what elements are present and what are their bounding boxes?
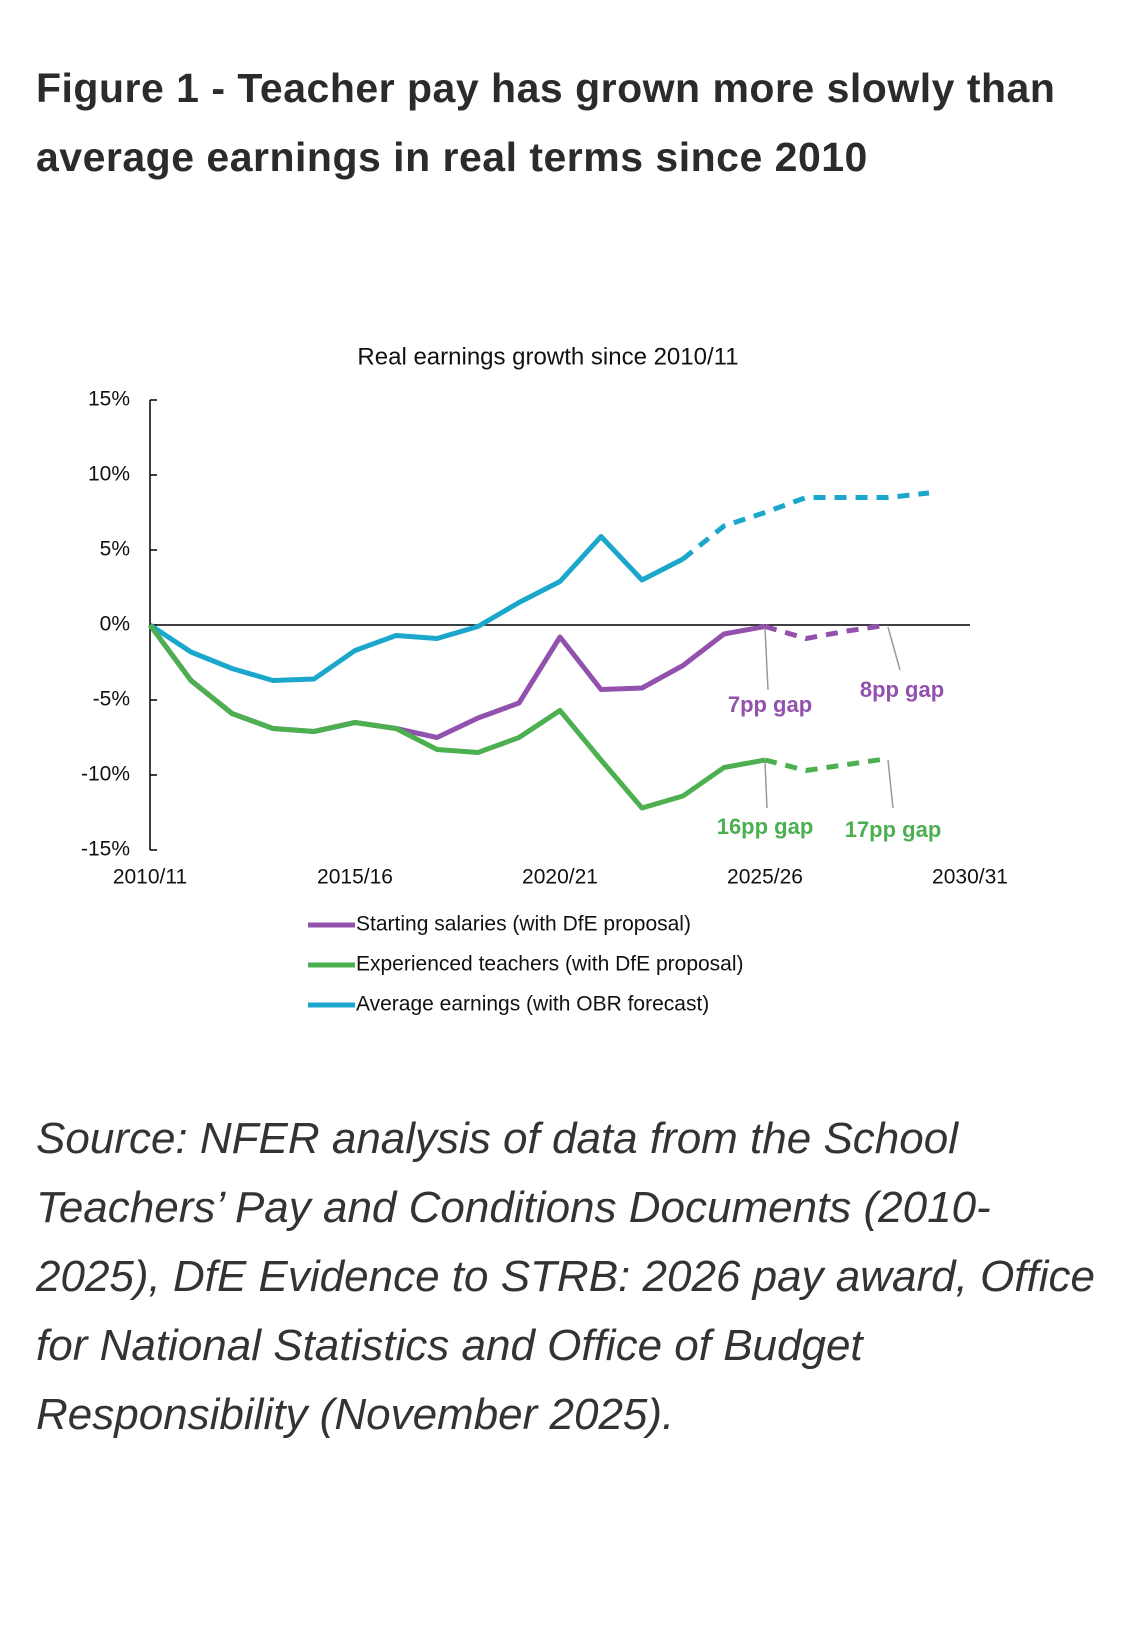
annotation: 16pp gap	[717, 814, 814, 839]
source-note: Source: NFER analysis of data from the S…	[36, 1114, 1095, 1439]
chart: Real earnings growth since 2010/11 -15% -…	[81, 343, 1008, 1016]
y-tick-label: 15%	[88, 388, 130, 411]
article-heading: Figure 1 - Teacher pay has grown more sl…	[36, 65, 1056, 180]
x-tick-label: 2025/26	[727, 866, 803, 889]
annotation-leader	[887, 759, 894, 809]
forecast-line	[681, 490, 930, 561]
forecast-line	[764, 622, 889, 641]
x-tick-label: 2015/16	[317, 866, 393, 889]
annotation-leader	[887, 626, 901, 671]
series-line	[147, 623, 766, 740]
series-line	[148, 534, 685, 683]
series-line	[147, 623, 766, 811]
annotation-leader	[764, 761, 768, 809]
chart-title: Real earnings growth since 2010/11	[357, 343, 738, 370]
x-tick-label: 2020/21	[522, 866, 598, 889]
y-tick-label: -10%	[81, 763, 130, 786]
x-tick-label: 2010/11	[113, 866, 187, 889]
legend-label: Starting salaries (with DfE proposal)	[356, 913, 691, 936]
legend-label: Average earnings (with OBR forecast)	[356, 993, 709, 1016]
legend-label: Experienced teachers (with DfE proposal)	[356, 953, 744, 976]
annotation: 17pp gap	[845, 817, 942, 842]
x-tick-label: 2030/31	[932, 866, 1008, 889]
annotation-leader	[764, 627, 769, 691]
y-tick-label: 5%	[100, 538, 130, 561]
y-tick-label: 10%	[88, 463, 130, 486]
forecast-line	[764, 756, 889, 773]
annotation: 8pp gap	[860, 677, 944, 702]
y-tick-label: -15%	[81, 838, 130, 861]
y-tick-label: -5%	[93, 688, 130, 711]
annotation: 7pp gap	[728, 692, 812, 717]
y-tick-label: 0%	[100, 613, 130, 636]
